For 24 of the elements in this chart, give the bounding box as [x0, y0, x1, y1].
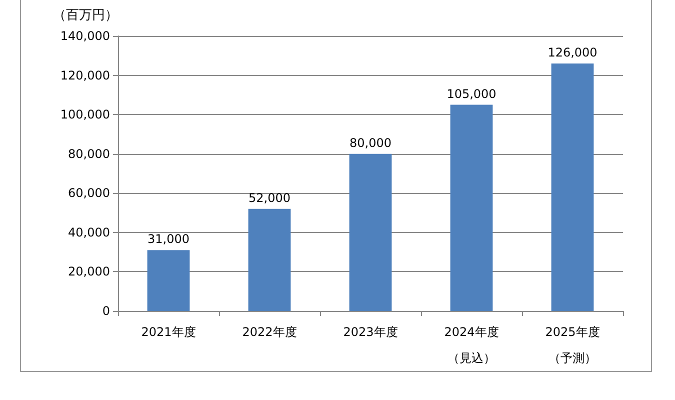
bar — [349, 154, 392, 311]
y-tick-label: 60,000 — [68, 186, 110, 200]
data-label: 80,000 — [350, 136, 392, 150]
bar — [147, 250, 190, 311]
y-tick-label: 0 — [102, 304, 110, 318]
data-label: 52,000 — [248, 190, 290, 205]
y-tick-label: 140,000 — [60, 29, 110, 43]
y-axis-title: （百万円） — [53, 8, 118, 23]
y-tick-label: 40,000 — [68, 225, 110, 240]
x-tick-label: 2025年度（予測） — [545, 325, 600, 365]
y-tick-label: 20,000 — [68, 264, 110, 279]
x-tick-label: 2024年度（見込） — [444, 325, 499, 365]
y-tick-label: 80,000 — [68, 146, 110, 161]
bar — [450, 104, 493, 311]
y-tick-label: 120,000 — [60, 68, 110, 82]
x-tick-label: 2021年度 — [141, 325, 196, 339]
y-tick-label: 100,000 — [60, 108, 110, 122]
x-tick-label: 2022年度 — [242, 325, 297, 339]
data-label: 105,000 — [446, 86, 496, 101]
x-tick-label: 2023年度 — [343, 325, 398, 339]
bar — [551, 64, 594, 311]
data-label: 126,000 — [548, 46, 598, 60]
data-label: 31,000 — [148, 232, 190, 246]
bar — [248, 208, 291, 311]
